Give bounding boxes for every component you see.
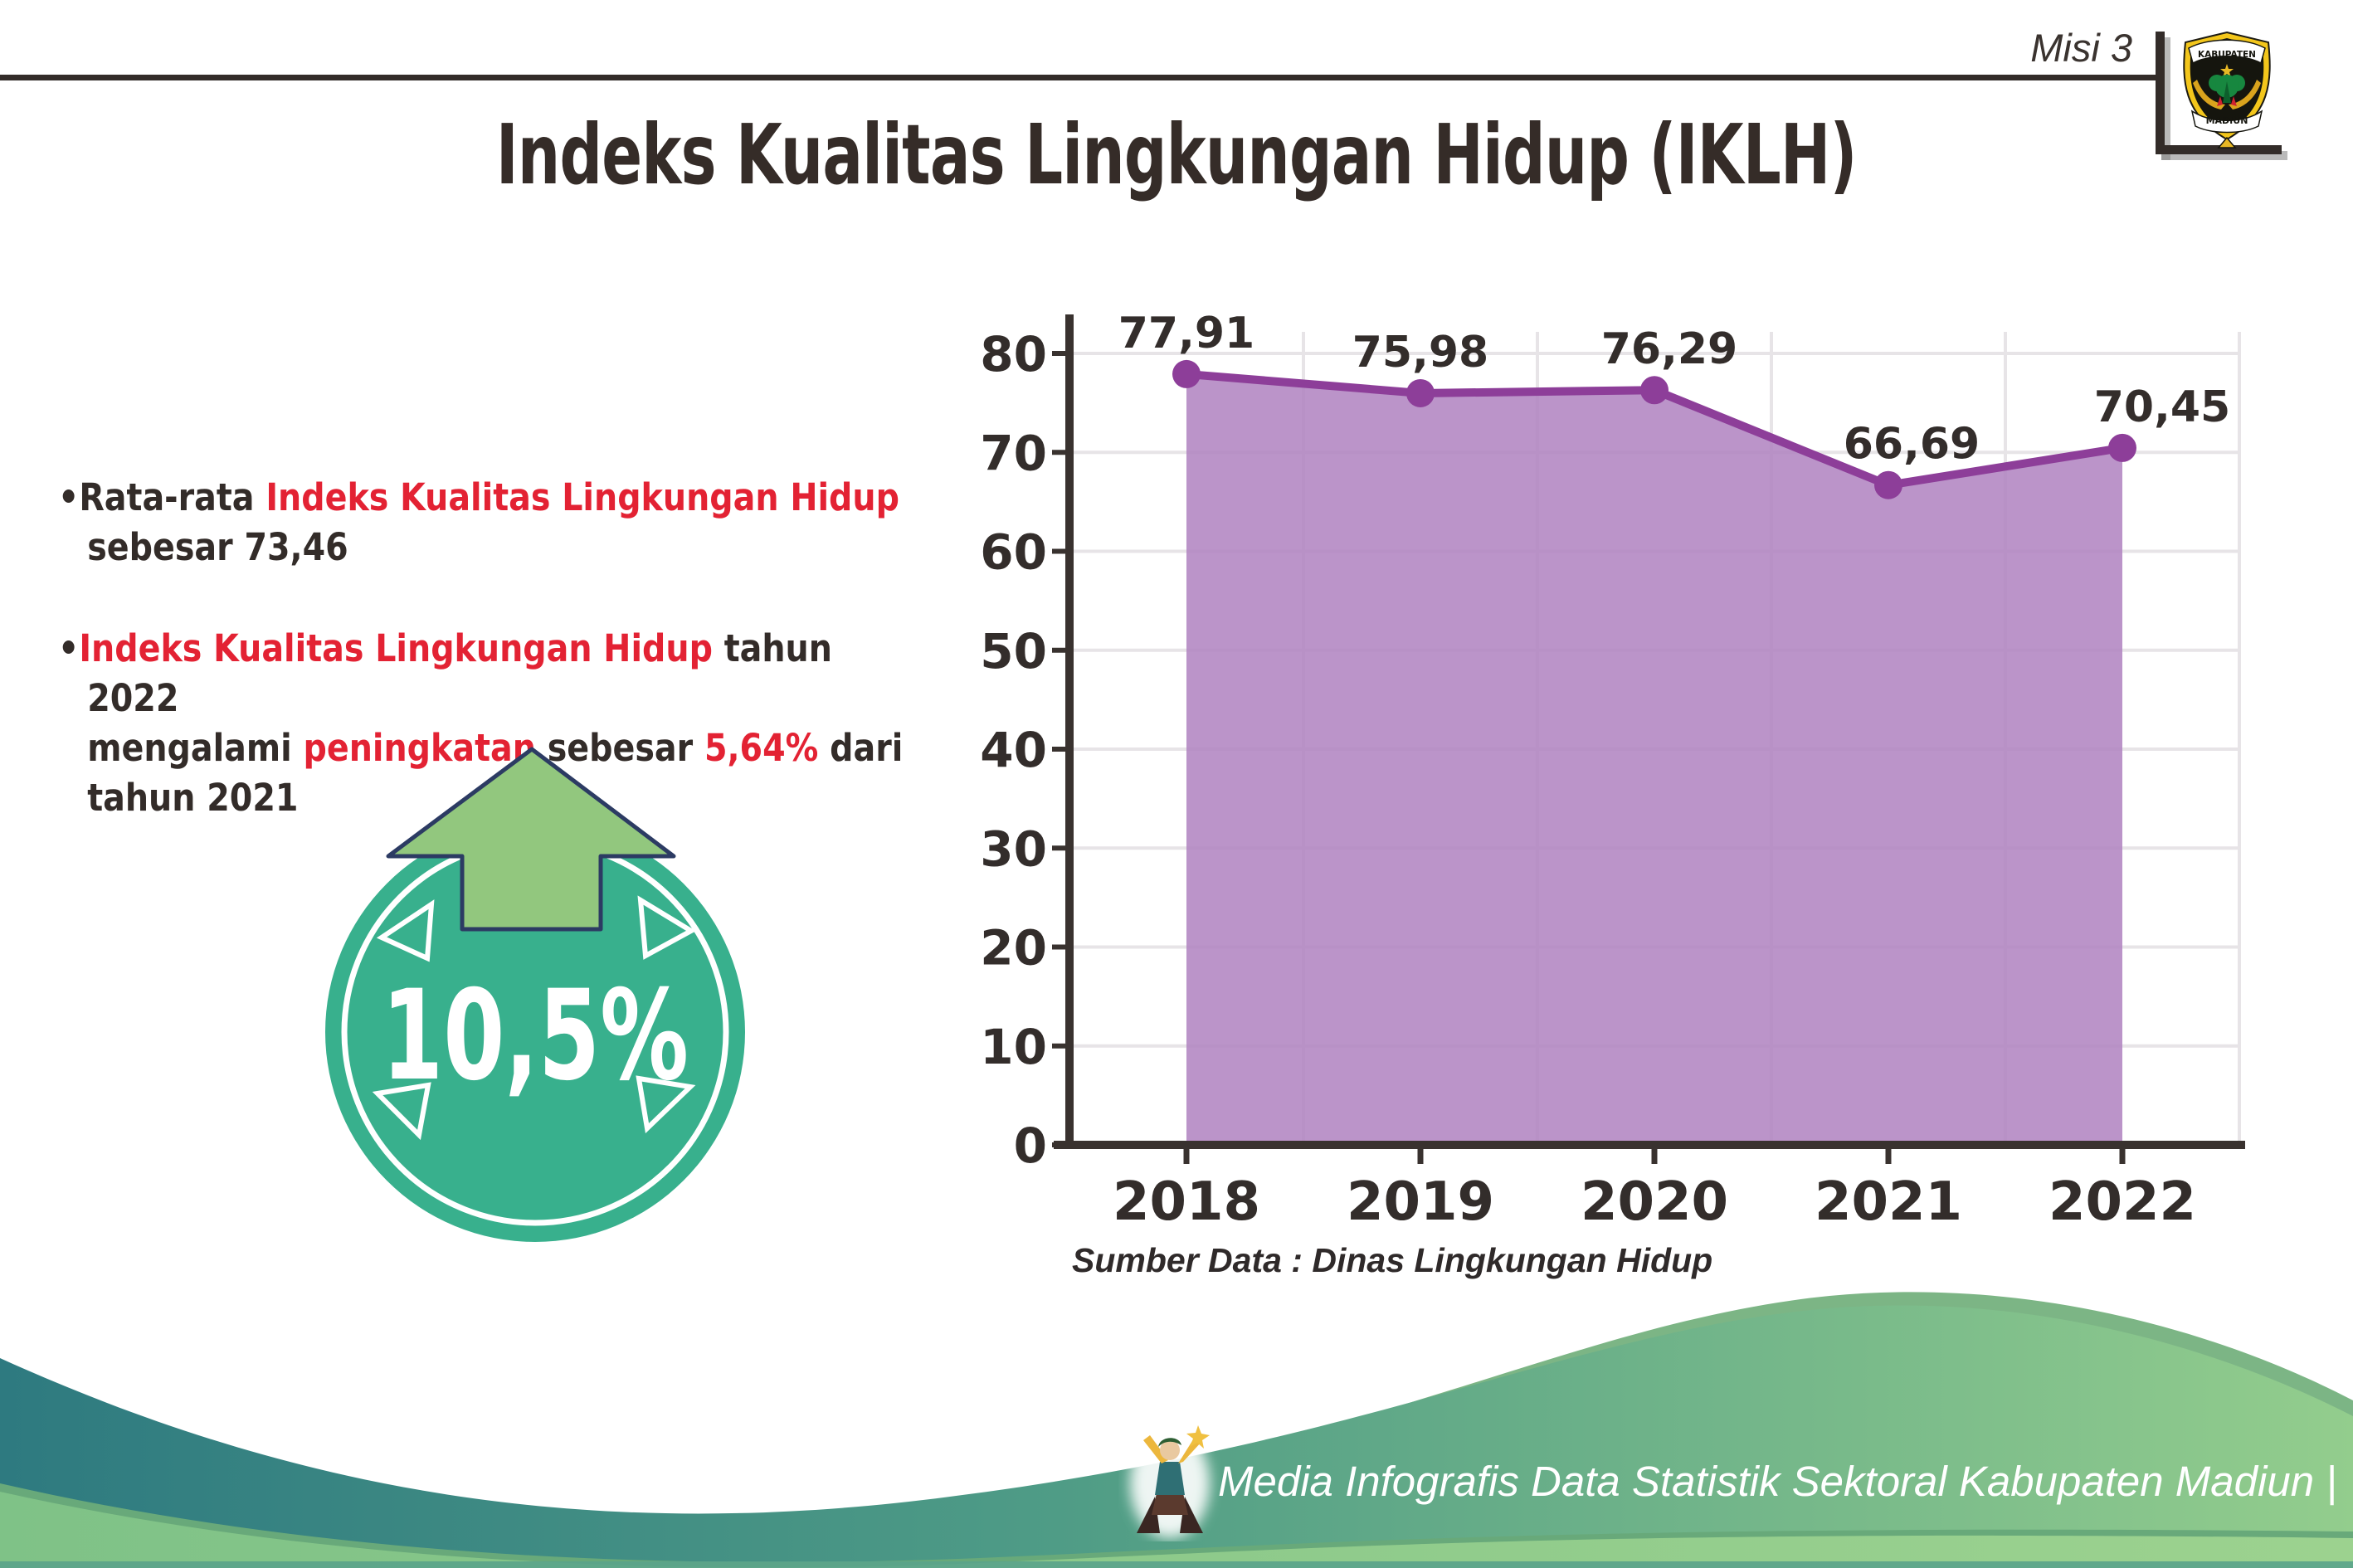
bullet-average-iklh: •Rata-rata Indeks Kualitas Lingkungan Hi… [58, 475, 899, 569]
badge-accent-triangle [636, 1075, 696, 1134]
badge-accent-triangle [376, 899, 435, 962]
y-tick-label: 30 [980, 821, 1047, 877]
data-label: 77,91 [1118, 309, 1254, 358]
data-point [1172, 359, 1201, 388]
x-tick-label: 2019 [1347, 1171, 1494, 1233]
y-tick-label: 10 [980, 1019, 1047, 1075]
wave-main [0, 1305, 2353, 1568]
y-tick-label: 80 [980, 326, 1047, 382]
x-tick-label: 2022 [2049, 1171, 2196, 1233]
area-series [1186, 373, 2122, 1146]
key-findings: •Rata-rata Indeks Kualitas Lingkungan Hi… [58, 473, 919, 874]
data-label: 75,98 [1352, 328, 1488, 377]
data-point [1640, 376, 1669, 405]
page-title: Indeks Kualitas Lingkungan Hidup (IKLH) [496, 106, 1858, 203]
footer-wave [0, 1292, 2353, 1568]
logo-top-text: KABUPATEN [2198, 50, 2256, 60]
badge-accent-triangle [637, 895, 697, 960]
source-note: Sumber Data : Dinas Lingkungan Hidup [1072, 1241, 1713, 1279]
x-tick-label: 2018 [1113, 1171, 1260, 1233]
data-label: 66,69 [1844, 420, 1980, 470]
y-tick-label: 70 [980, 425, 1047, 481]
iklh-chart: 0 10 20 30 40 50 60 70 80 2018 2019 2020 2021 2022 77,… [980, 309, 2245, 1233]
mascot-icon [1130, 1425, 1210, 1538]
data-label: 70,45 [2094, 382, 2230, 432]
header-rule [0, 75, 2157, 80]
increase-badge: 10,5% [325, 747, 745, 1242]
x-tick-label: 2021 [1815, 1171, 1962, 1233]
data-point [1874, 470, 1902, 499]
y-tick-label: 50 [980, 623, 1047, 679]
footer-credit: Media Infografis Data Statistik Sektoral… [1218, 1458, 2337, 1505]
wave-corner [0, 1492, 2353, 1568]
logo-bottom-text: MADIUN [2206, 115, 2248, 126]
logo-star-icon [2220, 64, 2234, 77]
bullet-increase-2022: •Indeks Kualitas Lingkungan Hidup tahun … [58, 626, 904, 820]
up-arrow-icon [386, 747, 676, 932]
data-label: 76,29 [1601, 324, 1737, 374]
data-point [1406, 378, 1435, 407]
y-tick-label: 40 [980, 722, 1047, 778]
badge-accent-triangle [372, 1082, 431, 1141]
data-point [2108, 433, 2136, 462]
y-tick-label: 60 [980, 524, 1047, 581]
y-tick-label: 0 [1014, 1118, 1047, 1174]
logo-frame-vertical [2156, 32, 2165, 154]
x-tick-label: 2020 [1581, 1171, 1728, 1233]
logo-frame-horizontal [2156, 145, 2282, 154]
kabupaten-madiun-logo-icon: KABUPATEN MADIUN [2183, 31, 2271, 149]
misi-label: Misi 3 [2030, 26, 2132, 70]
badge-value: 10,5% [382, 964, 689, 1108]
y-tick-label: 20 [980, 920, 1047, 976]
